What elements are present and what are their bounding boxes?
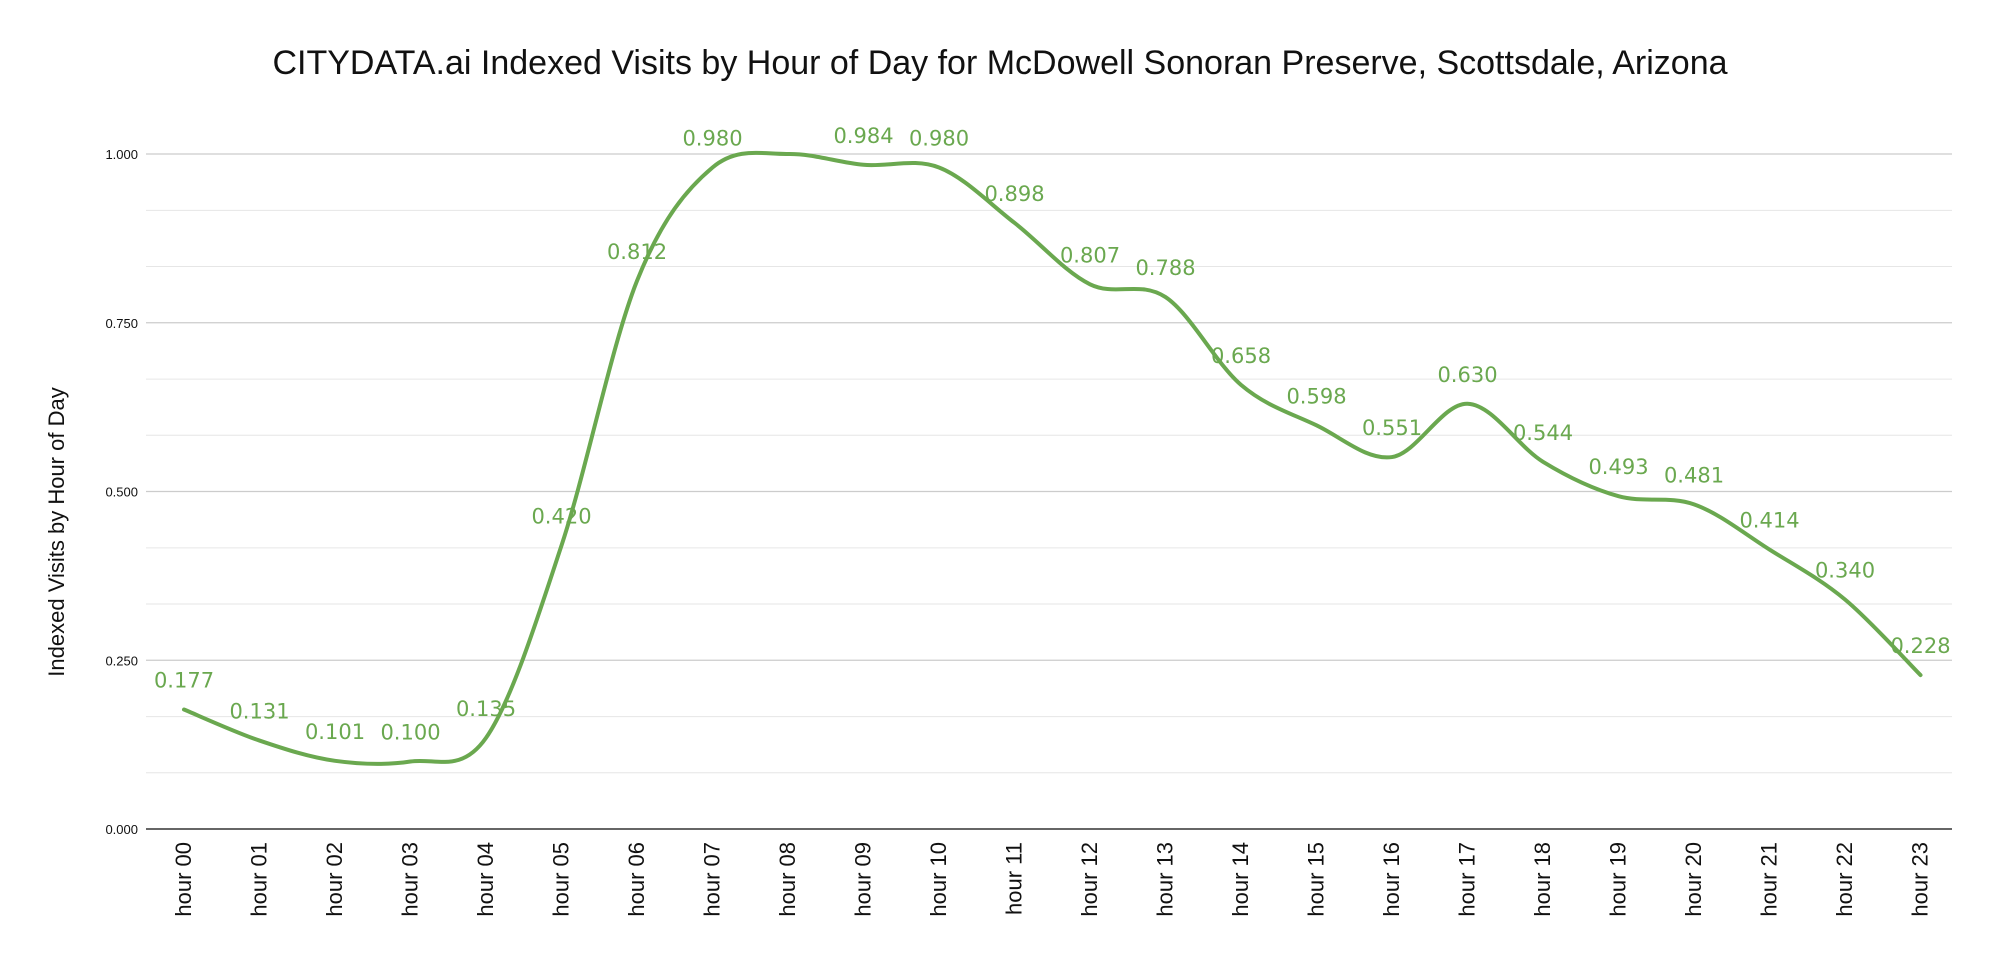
data-point bbox=[1918, 672, 1924, 678]
x-tick-label: hour 00 bbox=[171, 842, 196, 917]
data-label: 0.898 bbox=[984, 182, 1044, 206]
data-point bbox=[1314, 422, 1320, 428]
x-tick-label: hour 05 bbox=[549, 842, 574, 917]
data-label: 0.177 bbox=[154, 669, 214, 693]
data-label: 0.788 bbox=[1135, 256, 1195, 280]
data-point bbox=[1540, 459, 1546, 465]
data-label: 0.414 bbox=[1739, 509, 1799, 533]
x-tick-label: hour 04 bbox=[473, 842, 498, 917]
data-point bbox=[1767, 547, 1773, 553]
data-point bbox=[1163, 294, 1169, 300]
x-tick-label: hour 07 bbox=[700, 842, 725, 917]
x-tick-label: hour 01 bbox=[247, 842, 272, 917]
x-tick-label: hour 09 bbox=[851, 842, 876, 917]
x-tick-label: hour 23 bbox=[1908, 842, 1933, 917]
data-label: 0.228 bbox=[1890, 634, 1950, 658]
x-tick-label: hour 11 bbox=[1002, 842, 1027, 915]
data-label: 0.598 bbox=[1286, 384, 1346, 408]
x-tick-label: hour 21 bbox=[1757, 842, 1782, 917]
data-point bbox=[483, 735, 489, 741]
gridlines bbox=[146, 153, 1952, 774]
y-axis-label: Indexed Visits by Hour of Day bbox=[44, 387, 69, 676]
data-label: 0.340 bbox=[1815, 559, 1875, 583]
data-label: 0.551 bbox=[1362, 416, 1422, 440]
x-axis-ticks: hour 00 hour 01 hour 02 hour 03 hour 04 hour … bbox=[171, 842, 1933, 917]
y-tick-label: 0.000 bbox=[105, 822, 138, 837]
x-tick-label: hour 19 bbox=[1606, 842, 1631, 917]
data-label: 0.984 bbox=[833, 124, 893, 148]
data-label: 0.658 bbox=[1211, 344, 1271, 368]
data-label: 0.100 bbox=[380, 721, 440, 745]
x-tick-label: hour 20 bbox=[1681, 842, 1706, 917]
data-point bbox=[559, 543, 565, 549]
data-point bbox=[1691, 501, 1697, 507]
data-point bbox=[1238, 382, 1244, 388]
data-point bbox=[181, 707, 187, 713]
data-label: 0.420 bbox=[531, 505, 591, 529]
y-axis-ticks: 0.000 0.250 0.500 0.750 1.000 bbox=[105, 147, 138, 837]
data-points bbox=[181, 151, 1924, 765]
x-tick-label: hour 15 bbox=[1304, 842, 1329, 917]
y-tick-label: 0.500 bbox=[105, 485, 138, 500]
x-tick-label: hour 16 bbox=[1379, 842, 1404, 917]
y-tick-label: 1.000 bbox=[105, 147, 138, 162]
data-point bbox=[710, 165, 716, 171]
x-tick-label: hour 14 bbox=[1228, 842, 1253, 917]
data-point bbox=[1842, 597, 1848, 603]
data-label: 0.980 bbox=[682, 127, 742, 151]
y-tick-label: 0.250 bbox=[105, 653, 138, 668]
y-tick-label: 0.750 bbox=[105, 316, 138, 331]
data-point bbox=[332, 758, 338, 764]
data-label: 0.481 bbox=[1664, 463, 1724, 487]
data-point bbox=[257, 738, 263, 744]
data-point bbox=[408, 759, 414, 765]
series-line bbox=[182, 150, 1923, 766]
data-point bbox=[634, 278, 640, 284]
x-tick-label: hour 02 bbox=[322, 842, 347, 917]
data-point bbox=[861, 162, 867, 168]
data-point bbox=[1616, 493, 1622, 499]
x-tick-label: hour 08 bbox=[775, 842, 800, 917]
data-label: 0.493 bbox=[1588, 455, 1648, 479]
x-tick-label: hour 12 bbox=[1077, 842, 1102, 917]
chart-title: CITYDATA.ai Indexed Visits by Hour of Da… bbox=[272, 44, 1727, 82]
x-tick-label: hour 13 bbox=[1153, 842, 1178, 917]
x-tick-label: hour 10 bbox=[926, 842, 951, 917]
x-tick-label: hour 18 bbox=[1530, 842, 1555, 917]
data-point bbox=[1389, 454, 1395, 460]
data-label: 0.101 bbox=[305, 720, 365, 744]
data-labels: 0.177 0.131 0.101 0.100 0.135 0.420 0.812 0.980… bbox=[154, 124, 1951, 745]
x-tick-label: hour 06 bbox=[624, 842, 649, 917]
data-label: 0.630 bbox=[1437, 363, 1497, 387]
data-label: 0.807 bbox=[1060, 243, 1120, 267]
data-point bbox=[1012, 220, 1018, 226]
data-point bbox=[1087, 281, 1093, 287]
data-label: 0.135 bbox=[456, 697, 516, 721]
x-tick-label: hour 17 bbox=[1455, 842, 1480, 917]
data-label: 0.980 bbox=[909, 127, 969, 151]
data-point bbox=[936, 165, 942, 171]
data-point bbox=[1465, 401, 1471, 407]
x-tick-label: hour 22 bbox=[1832, 842, 1857, 917]
data-point bbox=[785, 151, 791, 157]
data-label: 0.812 bbox=[607, 240, 667, 264]
data-label: 0.544 bbox=[1513, 421, 1573, 445]
x-tick-label: hour 03 bbox=[398, 842, 423, 917]
data-label: 0.131 bbox=[229, 700, 289, 724]
